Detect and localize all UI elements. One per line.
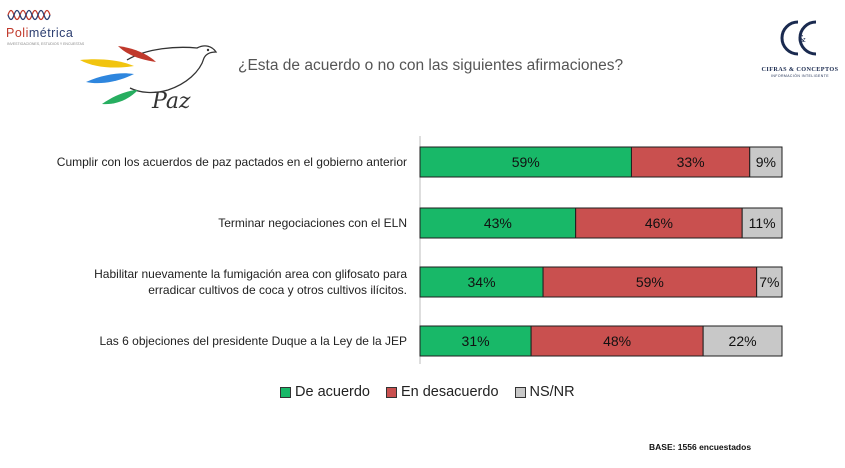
bar-segment-disagree-3 [542,266,758,298]
legend-label-agree: De acuerdo [295,384,370,400]
bar-segment-agree-2 [419,207,577,239]
bar-segment-agree-4 [419,325,532,357]
legend-swatch-agree [280,386,291,398]
data-label-disagree-1: 33% [677,154,705,170]
data-label-agree-1: 59% [512,154,540,170]
data-label-agree-3: 34% [468,274,496,290]
bar-segment-nsnr-2 [741,207,783,239]
legend-swatch-disagree [385,386,397,398]
bar-segment-disagree-4 [530,325,704,357]
cifras-conceptos-name: CIFRAS & CONCEPTOS [761,66,839,73]
cifras-conceptos-logo: & CIFRAS & CONCEPTOS INFORMACIÓN INTELIG… [760,10,840,90]
cc-ampersand: & [798,35,806,45]
cc-monogram-icon: & [780,20,817,56]
soundwave-icon [7,9,51,21]
data-label-disagree-2: 46% [645,215,673,231]
data-label-agree-2: 43% [484,215,512,231]
legend-item-agree: De acuerdo [280,384,370,400]
green-feather-icon [102,90,138,105]
bar-segment-nsnr-4 [702,325,783,357]
legend-item-nsnr: NS/NR [514,384,575,400]
data-label-nsnr-1: 9% [756,154,776,170]
legend-label-nsnr: NS/NR [529,384,575,400]
peace-dove-logo: Paz [80,45,218,114]
data-label-disagree-4: 48% [603,333,631,349]
legend-label-disagree: En desacuerdo [400,384,499,400]
base-note: BASE: 1556 encuestados [649,442,752,452]
polimetrica-logo: Polimétrica INVESTIGACIONES, ESTUDIOS Y … [6,4,106,46]
legend-swatch-nsnr [514,386,526,398]
bar-segment-agree-3 [419,266,544,298]
bar-segment-nsnr-3 [756,266,783,298]
data-label-nsnr-3: 7% [759,274,779,290]
dove-paz-text: Paz [151,89,191,114]
bar-segment-disagree-2 [575,207,743,239]
brand-tagline: INVESTIGACIONES, ESTUDIOS Y ENCUESTAS [7,42,85,46]
category-label-3-line-2: erradicar cultivos de coca y otros culti… [148,283,407,297]
data-label-nsnr-2: 11% [749,215,776,231]
bar-segment-nsnr-1 [749,146,783,178]
chart-title: ¿Esta de acuerdo o no con las siguientes… [238,57,624,74]
category-label-3-line-1: Habilitar nuevamente la fumigación area … [94,267,407,281]
dove-outline-icon [126,45,218,94]
data-label-nsnr-4: 22% [729,333,757,349]
yellow-feather-icon [80,59,134,68]
data-label-disagree-3: 59% [636,274,664,290]
brand-name: Polimétrica [6,26,74,40]
data-label-agree-4: 31% [462,333,490,349]
category-label-4: Las 6 objeciones del presidente Duque a … [99,334,407,348]
red-feather-icon [118,46,156,62]
blue-feather-icon [86,73,134,84]
category-label-1: Cumplir con los acuerdos de paz pactados… [57,155,407,169]
chart-legend: De acuerdo En desacuerdo NS/NR [280,384,575,400]
cifras-conceptos-tagline: INFORMACIÓN INTELIGENTE [770,74,829,78]
category-label-2: Terminar negociaciones con el ELN [218,216,407,230]
legend-item-disagree: En desacuerdo [385,384,499,400]
